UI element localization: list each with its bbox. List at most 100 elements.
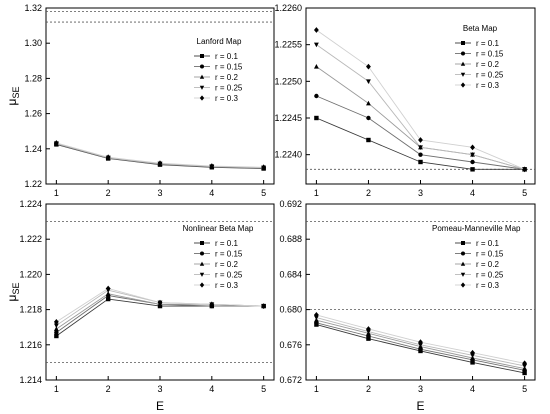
series-line <box>56 293 264 330</box>
y-tick-label: 1.2250 <box>274 76 302 86</box>
y-tick-label: 1.2255 <box>274 40 302 50</box>
series-0-3 <box>53 285 267 325</box>
panel-nonlinear-beta: 1 2 3 4 5 1.214 1.216 1.218 1.220 1.222 1.224 Nonli… <box>5 199 275 413</box>
legend-marker <box>199 85 205 90</box>
data-point <box>470 360 475 365</box>
legend-entry: r = 0.25 <box>476 71 504 80</box>
legend-entry: r = 0.2 <box>215 73 238 82</box>
y-tick-label: 0.692 <box>279 199 302 209</box>
legend-entry: r = 0.1 <box>215 239 238 248</box>
y-tick-label: 1.24 <box>24 144 42 154</box>
panel-lanford: 1 2 3 4 5 1.22 1.24 1.26 1.28 1.30 1.32 Lanford Map… <box>5 3 275 198</box>
data-point <box>418 342 423 348</box>
data-point <box>105 296 111 302</box>
series-0-3 <box>313 312 528 367</box>
data-point <box>105 291 111 296</box>
data-point <box>313 42 319 48</box>
y-tick-label: 1.218 <box>19 305 42 315</box>
series-0-15 <box>54 293 266 335</box>
legend-marker <box>200 241 204 245</box>
data-point <box>418 145 423 150</box>
legend-marker <box>199 282 205 288</box>
data-point <box>470 144 475 151</box>
legend-entry: r = 0.15 <box>476 50 504 59</box>
legend-marker <box>460 261 466 266</box>
legend-marker <box>199 74 205 79</box>
series-0-1 <box>314 115 527 172</box>
panel-pomeau-manneville: 1 2 3 4 5 0.672 0.676 0.680 0.684 0.688 0.692 Pomea… <box>279 199 536 413</box>
data-point <box>522 360 528 367</box>
y-axis-label-subscript: SE <box>11 87 21 99</box>
data-point <box>261 303 267 309</box>
x-tick-label: 3 <box>418 188 423 198</box>
legend-marker <box>199 261 205 266</box>
data-point <box>53 323 59 329</box>
y-tick-label: 1.222 <box>19 234 42 244</box>
legend: Beta Map r = 0.1 r = 0.15r = 0.2 r = 0.25r … <box>455 24 504 90</box>
data-point <box>53 326 59 331</box>
legend-marker <box>461 251 465 256</box>
data-point <box>418 339 423 346</box>
x-tick-label: 2 <box>106 384 111 394</box>
legend-entry: r = 0.3 <box>215 94 238 103</box>
data-point <box>105 154 111 161</box>
legend-entry: r = 0.2 <box>476 60 499 69</box>
y-tick-label: 0.672 <box>279 375 302 385</box>
legend-marker <box>460 61 466 66</box>
legend-marker <box>460 272 466 277</box>
data-point <box>313 64 319 69</box>
x-tick-label: 1 <box>314 384 319 394</box>
y-tick-label: 1.30 <box>24 38 42 48</box>
legend-marker <box>199 95 205 101</box>
x-tick-label: 4 <box>470 188 475 198</box>
data-point <box>366 79 371 84</box>
legend-entry: r = 0.2 <box>476 260 499 269</box>
legend-marker <box>200 251 204 256</box>
x-tick-label: 2 <box>366 188 371 198</box>
legend-marker <box>460 82 466 88</box>
data-point <box>313 27 319 33</box>
x-tick-label: 5 <box>261 384 266 394</box>
data-point <box>53 140 59 146</box>
data-point <box>54 330 59 335</box>
data-point <box>418 159 423 165</box>
y-tick-label: 1.26 <box>24 109 42 119</box>
x-tick-label: 4 <box>209 384 214 394</box>
x-tick-label: 3 <box>157 188 162 198</box>
x-tick-label: 2 <box>366 384 371 394</box>
data-point <box>418 137 423 143</box>
data-point <box>157 299 163 306</box>
data-point <box>54 333 59 339</box>
legend-marker <box>460 72 466 77</box>
series-line <box>316 95 525 170</box>
x-tick-label: 4 <box>470 384 475 394</box>
y-axis-label-subscript: SE <box>11 283 21 295</box>
y-tick-label: 1.2240 <box>274 150 302 160</box>
legend-entry: r = 0.3 <box>215 281 238 290</box>
data-point <box>470 167 475 172</box>
data-point <box>209 163 215 169</box>
legend-entry: r = 0.3 <box>476 281 499 290</box>
y-tick-label: 1.28 <box>24 73 42 83</box>
x-tick-label: 5 <box>261 188 266 198</box>
data-point <box>209 301 215 308</box>
panel-beta: 1 2 3 4 5 1.2240 1.2245 1.2250 1.2255 1.2260 Beta … <box>274 3 536 198</box>
data-point <box>366 336 371 341</box>
legend-entry: r = 0.15 <box>215 250 243 259</box>
y-axis-label: μSE <box>5 87 21 106</box>
y-tick-label: 1.224 <box>19 199 42 209</box>
y-tick-label: 1.216 <box>19 340 42 350</box>
y-tick-label: 1.220 <box>19 269 42 279</box>
series-0-3 <box>313 27 528 173</box>
legend-marker <box>200 64 204 69</box>
data-point <box>522 363 528 369</box>
legend-entry: r = 0.25 <box>476 271 504 280</box>
y-axis-label: μSE <box>5 283 21 302</box>
legend-entry: r = 0.2 <box>215 260 238 269</box>
legend-marker <box>200 54 204 58</box>
chart-title: Pomeau-Manneville Map <box>432 224 521 233</box>
data-point <box>470 349 475 356</box>
